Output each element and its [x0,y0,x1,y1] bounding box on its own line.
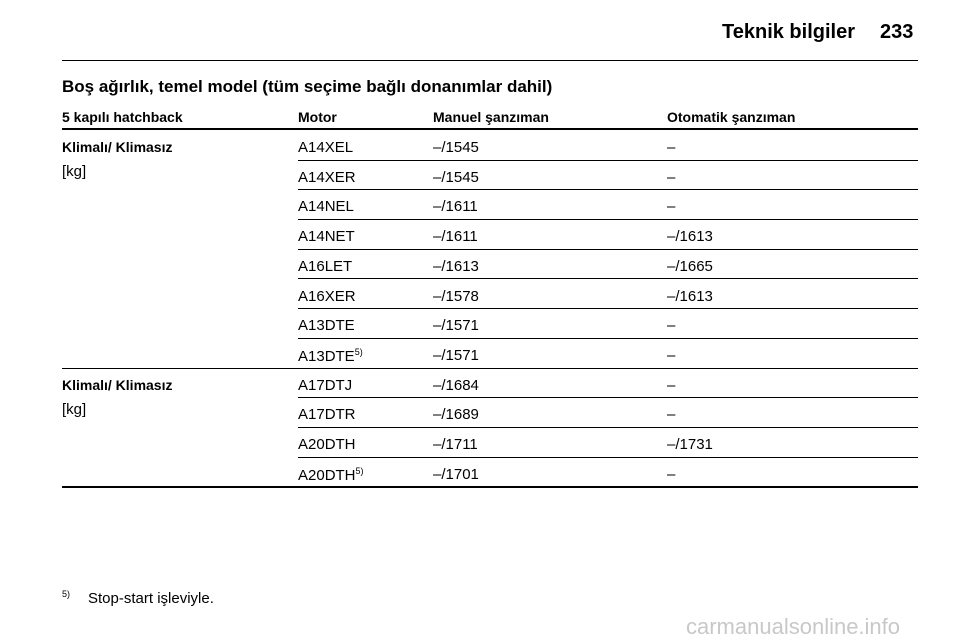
footnote-text: Stop-start işleviyle. [88,590,214,607]
automatic-cell: –/1613 [667,228,713,246]
footnote-marker: 5) [62,589,71,599]
motor: A13DTE [298,347,355,365]
motor-cell: A16LET [298,259,352,274]
automatic-cell: –/1665 [667,257,713,275]
motor: A17DTR [298,406,356,424]
motor: A16XER [298,287,356,305]
row-rule [298,308,918,309]
column-header: Motor [298,109,337,125]
row-rule [298,457,918,458]
column-header: 5 kapılı hatchback [62,109,183,125]
row-rule [298,249,918,250]
motor-cell: A14NEL [298,199,354,214]
manual-cell: –/1689 [433,406,479,424]
group-label: Klimalı/ Klimasız [62,139,173,155]
motor-cell: A13DTE [298,318,355,333]
automatic-cell: – [667,465,676,483]
manual-cell: –/1701 [433,465,479,483]
row-rule [298,397,918,398]
motor-cell: A14NET [298,229,355,244]
row-rule [298,219,918,220]
automatic-cell: – [667,139,676,156]
automatic-cell: – [667,168,676,186]
motor: A20DTH [298,466,356,484]
automatic-cell: – [667,198,676,216]
motor-cell: A20DTH5) [298,465,364,484]
manual-cell: –/1613 [433,257,479,275]
motor: A14XER [298,168,356,186]
motor-cell: A17DTR [298,407,356,422]
group-label: Klimalı/ Klimasız [62,376,173,393]
group-unit: [kg] [62,163,87,180]
automatic-cell: – [667,346,676,364]
manual-cell: –/1571 [433,346,479,364]
motor: A16LET [298,257,353,275]
manual-cell: –/1578 [433,287,479,305]
automatic-cell: – [667,317,676,335]
automatic-cell: – [667,376,676,394]
motor-cell: A14XEL [298,140,353,155]
motor-cell: A16XER [298,289,356,304]
group-rule [62,368,918,369]
motor-cell: A14XER [298,170,356,185]
automatic-cell: –/1613 [667,287,713,305]
row-rule [298,160,918,161]
manual-cell: –/1571 [433,317,479,335]
motor-cell: A17DTJ [298,378,352,393]
header-rule [62,60,918,61]
group-unit: [kg] [62,400,87,418]
manual-cell: –/1711 [433,436,478,453]
table-bottom-rule [62,486,918,488]
motor: A14NET [298,228,355,246]
watermark: carmanualsonline.info [686,614,901,639]
motor-cell: A13DTE5) [298,346,363,365]
section-title: Boş ağırlık, temel model (tüm seçime bağ… [62,77,553,96]
motor-cell: A20DTH [298,437,356,452]
motor: A14XEL [298,139,354,156]
manual-cell: –/1545 [433,139,479,156]
automatic-cell: – [667,406,676,424]
manual-cell: –/1545 [433,168,479,186]
automatic-cell: –/1731 [667,436,713,453]
motor: A17DTJ [298,376,353,394]
manual-cell: –/1684 [433,376,479,394]
motor: A14NEL [298,198,354,216]
row-rule [298,278,918,279]
header-title: Teknik bilgiler [722,21,855,43]
footnote-ref: 5) [355,465,364,476]
row-rule [298,338,918,339]
page-number: 233 [880,21,914,43]
manual-cell: –/1611 [433,198,478,216]
table-top-rule [62,128,918,130]
footnote-ref: 5) [354,346,363,357]
manual-cell: –/1611 [433,228,478,246]
column-header: Manuel şanzıman [433,109,549,125]
row-rule [298,189,918,190]
row-rule [298,427,918,428]
motor: A20DTH [298,436,356,453]
column-header: Otomatik şanzıman [667,109,796,125]
motor: A13DTE [298,317,355,335]
